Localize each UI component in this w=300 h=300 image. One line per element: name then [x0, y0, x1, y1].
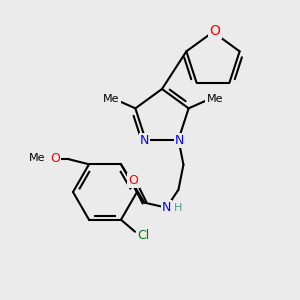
Text: Me: Me	[103, 94, 120, 104]
Text: H: H	[174, 203, 183, 213]
Text: N: N	[162, 201, 171, 214]
Text: N: N	[175, 134, 184, 147]
Text: Cl: Cl	[137, 229, 149, 242]
Text: Me: Me	[29, 153, 45, 163]
Text: O: O	[210, 24, 220, 38]
Text: Me: Me	[206, 94, 223, 104]
Text: N: N	[140, 134, 149, 147]
Text: O: O	[128, 174, 138, 187]
Text: O: O	[50, 152, 60, 165]
